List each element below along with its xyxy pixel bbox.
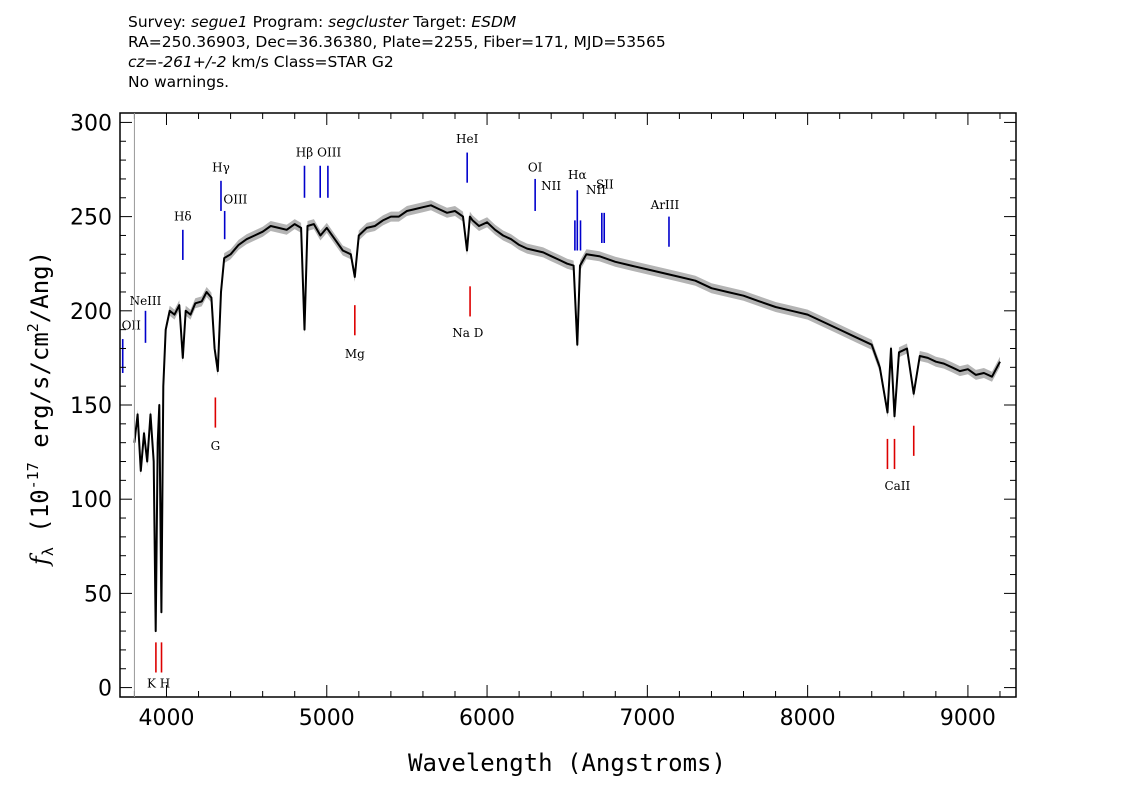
error-band [134,200,1000,637]
line-label-caii: CaII [884,479,910,493]
line-label-hei: HeI [456,132,479,146]
line-label-h: Hα [568,168,587,182]
line-label-oi: OI [528,160,543,174]
x-tick-label: 6000 [459,706,515,731]
y-axis-title: fλ (10-17 erg/s/cm2/Ang) [24,251,57,567]
header-line-warnings: No warnings. [128,73,230,91]
target-label: Target: [413,13,467,31]
header-line-survey: Survey: segue1 Program: segcluster Targe… [128,12,666,32]
line-label-oiii: OIII [223,192,247,206]
program-value: segcluster [328,13,409,31]
spectrum-header: Survey: segue1 Program: segcluster Targe… [128,12,666,92]
line-label-h: Hγ [212,160,230,174]
y-tick-label: 50 [84,582,112,607]
x-tick-label: 8000 [780,706,836,731]
line-label-h: Hδ [174,209,192,223]
line-label-nii: NII [541,179,561,193]
y-tick-label: 300 [70,111,112,136]
error-band-layer [134,200,1000,637]
spectrum-line [133,204,1001,633]
y-tick-label: 0 [98,677,112,702]
header-line-redshift: cz=-261+/-2 km/s Class=STAR G2 [128,52,666,72]
survey-label: Survey: [128,13,187,31]
target-value: ESDM [471,13,517,31]
survey-value: segue1 [190,13,248,31]
y-tick-label: 250 [70,206,112,231]
cz-label: cz= [128,53,158,71]
x-tick-label: 9000 [940,706,996,731]
y-tick-label: 100 [70,488,112,513]
svg-text:fλ (10-17 erg/s/cm2/Ang): fλ (10-17 erg/s/cm2/Ang) [24,251,57,567]
line-label-ariii: ArIII [650,198,680,212]
line-label-neiii: NeIII [130,294,162,308]
line-label-nad: Na D [452,326,483,340]
y-tick-label: 200 [70,300,112,325]
plot-frame [119,112,1017,698]
x-tick-label: 4000 [138,706,194,731]
line-label-oii: OII [122,319,142,333]
cz-value: -261+/-2 [157,53,227,71]
cz-units: km/s [231,53,269,71]
x-axis-title: Wavelength (Angstroms) [408,749,726,777]
y-tick-label: 150 [70,394,112,419]
line-label-h: Hβ [296,145,313,159]
program-label: Program: [252,13,324,31]
spectrum-layer [133,204,1001,633]
line-label-g: G [211,439,221,453]
axes-layer: 4000 5000 6000 7000 8000 9000 0 50 100 150 200 250 3… [70,111,1017,731]
line-label-oiii: OIII [317,145,341,159]
header-line-coords: RA=250.36903, Dec=36.36380, Plate=2255, … [128,33,666,51]
class-value: Class=STAR G2 [273,53,394,71]
line-label-nii: NII [586,183,606,197]
x-tick-label: 7000 [619,706,675,731]
line-label-sii: SII [596,177,614,191]
line-label-mg: Mg [345,347,365,361]
line-label-kh: K H [147,677,170,691]
x-tick-label: 5000 [299,706,355,731]
